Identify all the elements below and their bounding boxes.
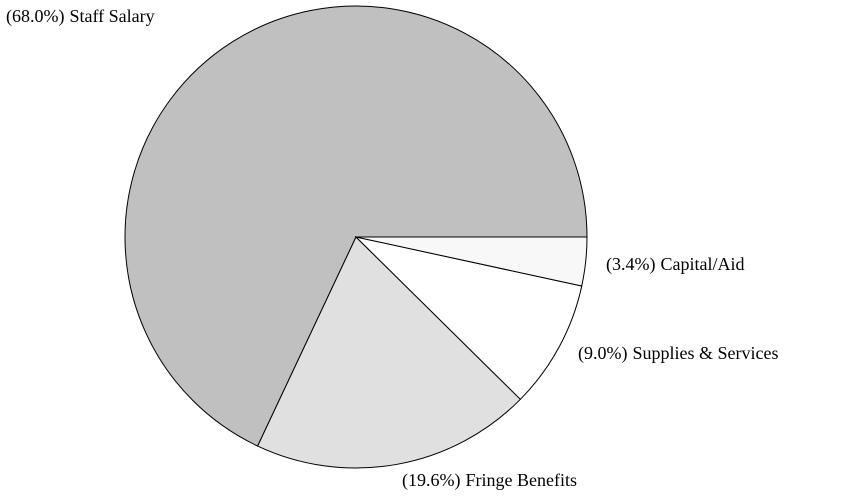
pie-slice [355,236,588,287]
slice-value-label: (3.4%) [606,254,655,275]
slice-category-label: Supplies & Services [632,343,778,363]
slice-value-label: (19.6%) [402,470,460,491]
slice-category-label: Staff Salary [69,6,154,26]
slice-label: (9.0%) Supplies & Services [578,343,778,364]
slice-value-label: (9.0%) [578,343,627,364]
slice-label: (68.0%) Staff Salary [6,6,155,27]
slice-label: (19.6%) Fringe Benefits [402,470,577,491]
slice-category-label: Capital/Aid [660,254,744,274]
pie-slice [354,236,583,401]
slice-category-label: Fringe Benefits [465,470,576,490]
slice-label: (3.4%) Capital/Aid [606,254,744,275]
pie-slice [256,236,522,469]
pie-slice [124,5,588,447]
slice-value-label: (68.0%) [6,6,64,27]
